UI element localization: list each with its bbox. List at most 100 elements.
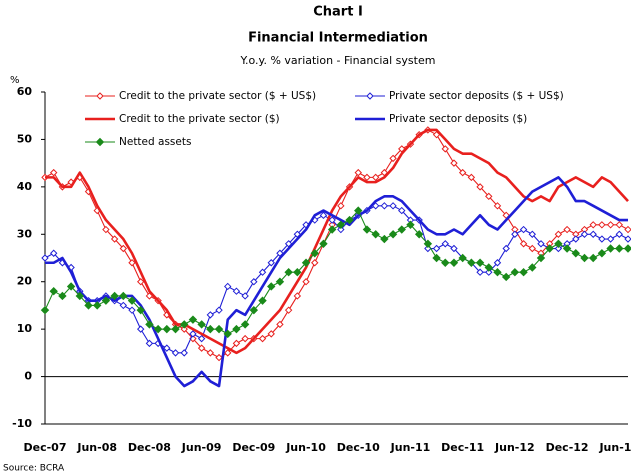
marker [493,268,502,277]
x-tick-label: Dec-10 [337,441,380,454]
marker [232,324,241,334]
series-line [44,205,629,354]
marker [363,173,371,182]
marker [615,230,624,238]
marker [197,344,206,352]
marker [536,253,546,263]
marker [40,305,50,315]
marker [589,230,597,238]
marker [310,249,319,258]
marker [580,253,589,263]
marker [267,259,275,267]
marker [528,263,537,272]
series-line [45,176,628,388]
marker [388,230,398,239]
y-tick-label: 50 [17,132,33,145]
marker [337,225,345,234]
marker [102,225,110,234]
marker [249,305,259,315]
marker [432,244,441,253]
x-tick-label: Dec-08 [128,441,171,454]
x-tick-label: Jun-11 [390,441,431,454]
marker [250,278,258,286]
marker [214,324,224,334]
legend-label: Private sector deposits ($) [389,113,527,125]
marker [162,324,172,334]
marker [110,291,119,301]
marker [458,168,467,177]
marker [206,324,215,334]
marker [554,230,563,238]
marker [354,206,363,215]
x-tick-label: Jun-08 [76,441,117,454]
marker [467,258,476,267]
y-tick-label: 30 [17,227,33,240]
marker [241,292,249,300]
marker [101,296,111,305]
legend-label: Private sector deposits ($ + US$) [389,90,564,102]
marker [284,268,293,277]
marker [328,216,336,224]
marker [571,249,580,258]
marker [96,92,104,100]
source: Source: BCRA [3,464,65,474]
marker [58,291,67,301]
marker [580,230,589,238]
marker [441,258,450,267]
marker [215,306,223,314]
marker [206,349,215,357]
marker [171,349,180,357]
marker [137,278,145,286]
marker [615,221,624,229]
marker [293,268,302,277]
marker [119,301,128,310]
marker [302,278,310,286]
marker [206,311,215,319]
y-tick-label: 10 [17,322,33,335]
chart-title: Chart I [313,5,363,20]
marker [493,202,502,210]
marker [606,235,615,243]
marker [145,320,154,329]
marker [188,315,198,324]
marker [432,253,441,263]
marker [545,244,554,253]
marker [319,239,328,248]
marker [589,221,597,229]
marker [267,330,275,338]
marker [362,225,372,234]
marker [624,225,631,234]
marker [606,244,615,253]
marker [345,215,354,225]
series-line [45,128,629,355]
marker [502,244,510,253]
y-tick-label: 20 [17,275,33,288]
marker [598,235,606,243]
marker [110,235,119,243]
marker [189,330,197,338]
marker [449,258,459,267]
marker [128,306,136,314]
marker [598,221,606,229]
marker [398,206,406,215]
marker [467,173,476,182]
marker [476,268,484,276]
marker [153,324,163,334]
marker [136,305,145,315]
marker [327,225,337,234]
marker [389,202,397,210]
marker [180,349,188,357]
marker [414,230,424,239]
marker [267,282,276,291]
marker [258,334,267,343]
marker [354,168,362,177]
marker [554,239,563,248]
marker [232,339,241,348]
marker [475,258,485,267]
marker [311,259,319,267]
marker [119,244,128,253]
marker [119,291,128,301]
marker [519,240,528,248]
chart-subtitle2: Y.o.y. % variation - Financial system [240,54,436,67]
legend-label: Credit to the private sector ($) [119,113,280,125]
